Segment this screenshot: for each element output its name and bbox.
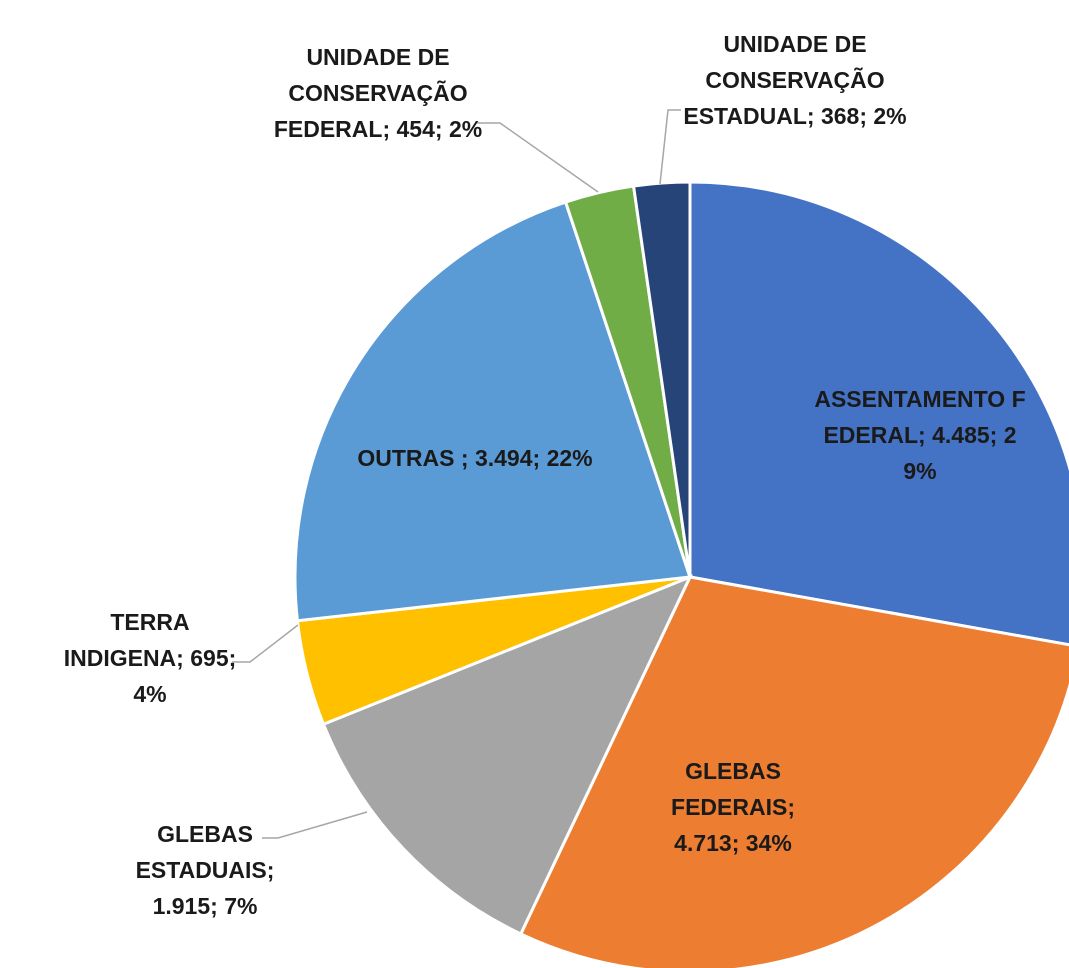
leader-line	[477, 122, 599, 193]
leader-line	[232, 624, 299, 663]
label-part: 695	[190, 645, 229, 671]
data-label: UNIDADE DE CONSERVAÇÃO FEDERAL454 2%	[266, 39, 491, 147]
label-part: 2%	[873, 103, 907, 129]
label-part: 34%	[745, 830, 792, 856]
label-part: GLEBAS FEDERAIS	[671, 758, 788, 820]
data-label: UNIDADE DE CONSERVAÇÃO ESTADUAL368 2%	[675, 26, 915, 134]
data-label: ASSENTAMENTO FEDERAL4.48529%	[813, 381, 1028, 489]
label-part: 1.915	[152, 893, 211, 919]
pie-slice	[631, 180, 692, 578]
label-part: 4%	[133, 681, 167, 707]
label-part: 29%	[903, 422, 1017, 484]
label-part: UNIDADE DE CONSERVAÇÃO ESTADUAL	[683, 31, 885, 129]
label-part: OUTRAS	[357, 445, 461, 471]
label-part: UNIDADE DE CONSERVAÇÃO FEDERAL	[273, 44, 468, 142]
pie-slice	[518, 575, 1069, 968]
pie-slice	[688, 180, 1069, 647]
pie-slice	[321, 574, 693, 936]
data-label: TERRA INDIGENA695 4%	[63, 604, 238, 712]
label-part: 4.713	[674, 830, 732, 856]
data-label: GLEBAS FEDERAIS 4.713 34%	[648, 753, 818, 861]
label-part: 7%	[224, 893, 258, 919]
leader-line	[262, 811, 368, 839]
label-part: GLEBAS ESTADUAIS	[135, 821, 267, 883]
data-label: GLEBAS ESTADUAIS 1.915 7%	[118, 816, 293, 924]
label-part: 4.485	[932, 422, 990, 448]
label-part: TERRA INDIGENA	[63, 609, 190, 671]
label-part: ASSENTAMENTO FEDERAL	[814, 386, 1026, 448]
label-part: 454	[396, 116, 435, 142]
label-part: 368	[820, 103, 860, 129]
leader-line	[659, 109, 681, 185]
label-part: 2%	[448, 116, 483, 142]
pie-slice	[293, 200, 693, 623]
data-label: OUTRAS 3.494 22%	[350, 440, 600, 476]
label-part: 3.494	[474, 445, 533, 471]
label-part: 22%	[546, 445, 593, 471]
